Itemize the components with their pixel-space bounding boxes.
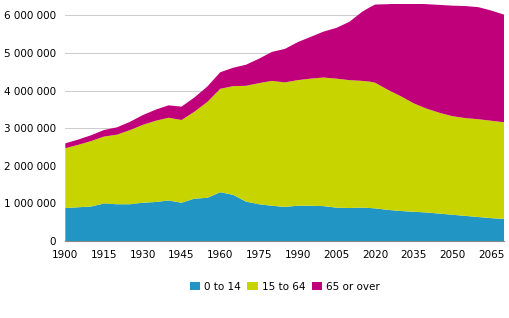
Legend: 0 to 14, 15 to 64, 65 or over: 0 to 14, 15 to 64, 65 or over [187,280,381,294]
